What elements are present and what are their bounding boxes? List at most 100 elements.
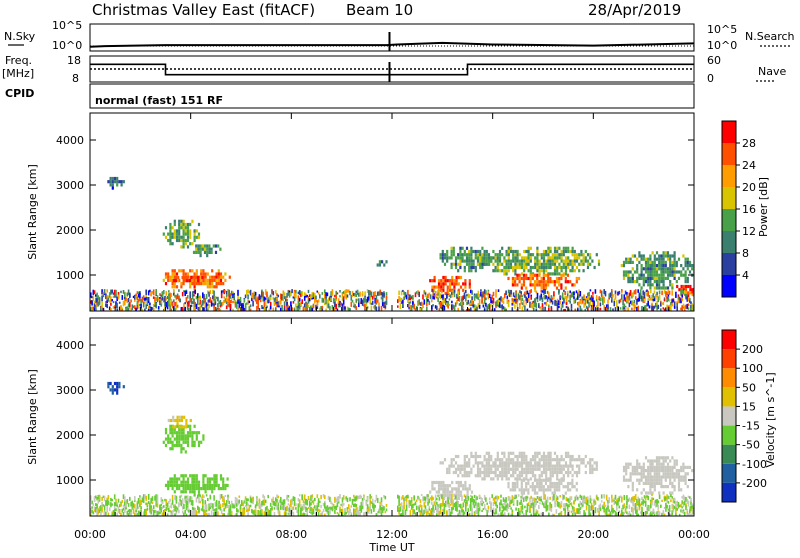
heatmap-cell: [559, 300, 561, 304]
heatmap-cell: [671, 274, 673, 277]
heatmap-cell: [488, 458, 490, 461]
heatmap-cell: [561, 256, 563, 259]
heatmap-cell: [477, 250, 479, 253]
heatmap-cell: [481, 253, 483, 256]
heatmap-cell: [475, 455, 477, 458]
heatmap-cell: [543, 455, 545, 458]
heatmap-cell: [191, 481, 193, 484]
heatmap-cell: [473, 260, 475, 263]
heatmap-cell: [632, 280, 634, 283]
heatmap-cell: [521, 479, 523, 482]
heatmap-cell: [96, 514, 98, 519]
heatmap-cell: [563, 263, 565, 266]
heatmap-cell: [180, 269, 182, 272]
heatmap-cell: [552, 471, 554, 474]
heatmap-cell: [429, 279, 431, 282]
heatmap-cell: [481, 461, 483, 464]
heatmap-cell: [605, 291, 607, 297]
heatmap-cell: [521, 266, 523, 269]
heatmap-cell: [499, 458, 501, 461]
heatmap-cell: [687, 291, 689, 294]
heatmap-cell: [685, 277, 687, 280]
heatmap-cell: [116, 177, 118, 180]
heatmap-cell: [182, 498, 184, 504]
heatmap-cell: [431, 286, 433, 289]
heatmap-cell: [536, 283, 538, 286]
heatmap-cell: [466, 474, 468, 477]
heatmap-cell: [530, 477, 532, 480]
heatmap-cell: [623, 479, 625, 482]
heatmap-cell: [514, 485, 516, 488]
heatmap-cell: [455, 455, 457, 458]
heatmap-cell: [660, 286, 662, 289]
heatmap-cell: [230, 304, 232, 309]
heatmap-cell: [556, 272, 558, 275]
heatmap-cell: [187, 487, 189, 490]
heatmap-cell: [658, 482, 660, 485]
heatmap-cell: [237, 296, 239, 300]
heatmap-cell: [554, 452, 556, 455]
heatmap-cell: [647, 264, 649, 267]
power-colorbar-tick-label: 24: [742, 159, 756, 172]
heatmap-cell: [536, 485, 538, 488]
heatmap-cell: [516, 274, 518, 277]
heatmap-cell: [556, 455, 558, 458]
heatmap-cell: [438, 286, 440, 289]
heatmap-cell: [649, 277, 651, 280]
heatmap-cell: [359, 292, 361, 297]
heatmap-cell: [174, 269, 176, 272]
heatmap-cell: [464, 468, 466, 471]
heatmap-cell: [436, 286, 438, 289]
heatmap-cell: [585, 256, 587, 259]
heatmap-cell: [687, 285, 689, 288]
heatmap-cell: [641, 472, 643, 475]
heatmap-cell: [451, 461, 453, 464]
heatmap-cell: [565, 277, 567, 280]
heatmap-cell: [689, 261, 691, 264]
heatmap-cell: [536, 461, 538, 464]
heatmap-cell: [565, 269, 567, 272]
heatmap-cell: [519, 474, 521, 477]
heatmap-cell: [314, 499, 316, 501]
heatmap-cell: [198, 444, 200, 447]
heatmap-cell: [172, 282, 174, 285]
heatmap-cell: [506, 260, 508, 263]
heatmap-cell: [517, 250, 519, 253]
heatmap-cell: [446, 471, 448, 474]
heatmap-cell: [351, 512, 353, 514]
heatmap-cell: [556, 280, 558, 283]
heatmap-cell: [667, 469, 669, 472]
heatmap-cell: [516, 482, 518, 485]
heatmap-cell: [155, 302, 157, 308]
heatmap-cell: [252, 497, 254, 502]
heatmap-cell: [554, 280, 556, 283]
heatmap-cell: [143, 501, 145, 503]
heatmap-cell: [242, 305, 244, 309]
nave-tick-top: 60: [707, 54, 721, 67]
heatmap-cell: [385, 260, 387, 263]
heatmap-cell: [187, 484, 189, 487]
heatmap-cell: [161, 301, 163, 304]
heatmap-cell: [347, 295, 349, 298]
heatmap-cell: [625, 261, 627, 264]
heatmap-cell: [468, 263, 470, 266]
heatmap-cell: [649, 306, 651, 309]
heatmap-cell: [616, 300, 618, 303]
heatmap-cell: [194, 490, 196, 493]
heatmap-cell: [499, 250, 501, 253]
heatmap-cell: [651, 303, 653, 306]
heatmap-cell: [528, 260, 530, 263]
heatmap-cell: [470, 471, 472, 474]
power-colorbar-swatch: [722, 187, 736, 209]
heatmap-cell: [598, 260, 600, 263]
heatmap-cell: [674, 254, 676, 257]
heatmap-cell: [177, 279, 179, 282]
heatmap-cell: [270, 503, 272, 507]
heatmap-cell: [523, 468, 525, 471]
heatmap-cell: [343, 495, 345, 499]
heatmap-cell: [627, 270, 629, 273]
heatmap-cell: [498, 289, 500, 292]
heatmap-cell: [567, 471, 569, 474]
heatmap-cell: [674, 258, 676, 261]
heatmap-cell: [216, 282, 218, 285]
